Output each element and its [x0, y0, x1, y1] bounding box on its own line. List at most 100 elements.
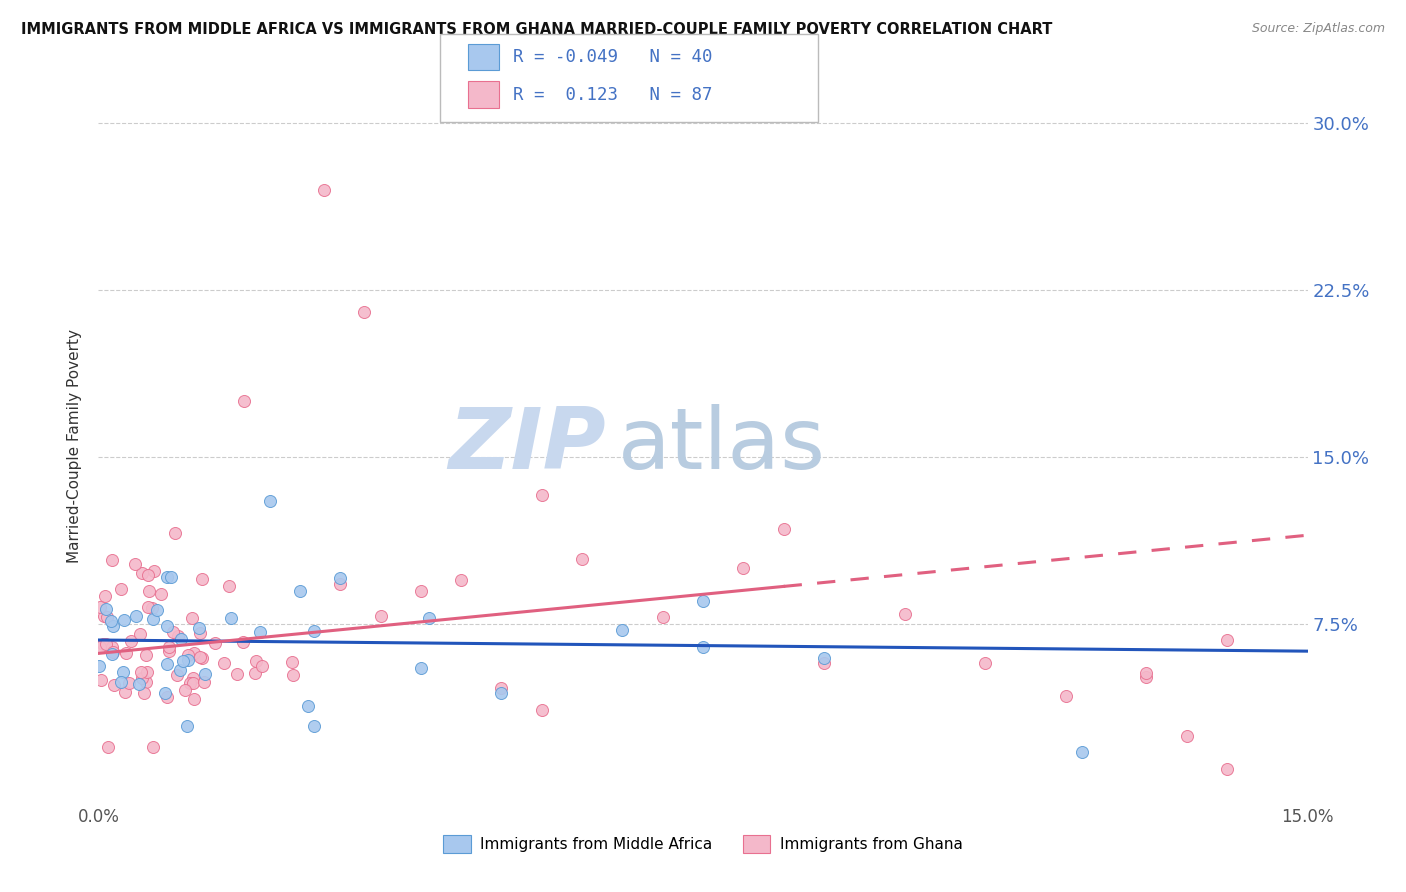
Point: [90, 673, 112, 687]
Point: [259, 493, 281, 508]
Point: [101, 619, 124, 633]
Point: [297, 698, 319, 713]
Point: [651, 610, 673, 624]
Point: [370, 609, 392, 624]
Point: [111, 665, 134, 679]
Point: [157, 640, 180, 655]
Point: [114, 685, 136, 699]
Point: [94, 601, 117, 615]
Point: [204, 635, 226, 649]
Point: [101, 640, 124, 654]
Point: [120, 633, 142, 648]
Point: [94, 589, 117, 603]
Point: [176, 719, 198, 733]
Point: [153, 686, 176, 700]
Point: [418, 611, 440, 625]
Point: [129, 626, 152, 640]
Point: [172, 654, 194, 668]
Point: [136, 599, 159, 614]
Point: [813, 656, 835, 670]
Point: [219, 611, 242, 625]
Point: [100, 647, 122, 661]
Point: [302, 624, 325, 638]
Point: [181, 676, 204, 690]
Point: [1054, 690, 1077, 704]
Point: [530, 488, 553, 502]
Point: [93, 637, 115, 651]
Text: R =  0.123   N = 87: R = 0.123 N = 87: [513, 86, 713, 103]
Point: [183, 691, 205, 706]
Point: [193, 675, 215, 690]
Point: [188, 625, 211, 640]
Point: [1135, 670, 1157, 684]
Point: [174, 683, 197, 698]
Point: [245, 654, 267, 668]
Point: [181, 672, 204, 686]
Point: [530, 703, 553, 717]
Point: [97, 740, 120, 755]
Point: [450, 574, 472, 588]
Point: [93, 609, 115, 624]
Point: [115, 646, 138, 660]
Point: [280, 655, 302, 669]
Point: [692, 640, 714, 654]
Point: [218, 579, 240, 593]
Point: [183, 647, 205, 661]
Point: [181, 611, 204, 625]
Point: [166, 668, 188, 682]
Point: [281, 668, 304, 682]
Point: [128, 676, 150, 690]
Point: [232, 394, 254, 409]
Point: [118, 675, 141, 690]
Point: [893, 607, 915, 621]
Point: [1070, 744, 1092, 758]
Point: [1216, 632, 1239, 647]
Point: [163, 526, 186, 541]
Point: [250, 659, 273, 673]
Point: [96, 609, 118, 624]
Point: [170, 632, 193, 646]
Text: ZIP: ZIP: [449, 404, 606, 488]
Point: [329, 577, 352, 591]
Point: [87, 658, 110, 673]
Point: [157, 644, 180, 658]
Point: [225, 667, 247, 681]
Point: [125, 608, 148, 623]
Point: [1135, 665, 1157, 680]
Point: [612, 624, 634, 638]
Point: [135, 675, 157, 690]
Point: [141, 600, 163, 615]
Point: [132, 686, 155, 700]
Point: [302, 719, 325, 733]
Point: [179, 676, 201, 690]
Point: [129, 665, 152, 679]
Point: [160, 570, 183, 584]
Point: [110, 582, 132, 596]
Point: [314, 182, 336, 196]
Point: [135, 648, 157, 663]
Point: [156, 657, 179, 672]
Point: [571, 551, 593, 566]
Point: [191, 572, 214, 586]
Point: [89, 640, 111, 655]
Point: [141, 612, 163, 626]
Point: [138, 568, 160, 582]
Point: [232, 634, 254, 648]
Point: [101, 553, 124, 567]
Point: [100, 614, 122, 628]
Point: [156, 690, 179, 704]
Point: [772, 521, 794, 535]
Point: [146, 603, 169, 617]
Point: [491, 681, 513, 695]
Point: [110, 674, 132, 689]
Legend: Immigrants from Middle Africa, Immigrants from Ghana: Immigrants from Middle Africa, Immigrant…: [437, 829, 969, 859]
Point: [409, 661, 432, 675]
Point: [692, 593, 714, 607]
Point: [176, 653, 198, 667]
Point: [249, 624, 271, 639]
Point: [136, 665, 159, 679]
Point: [491, 686, 513, 700]
Point: [974, 657, 997, 671]
Point: [169, 663, 191, 677]
Point: [162, 625, 184, 640]
